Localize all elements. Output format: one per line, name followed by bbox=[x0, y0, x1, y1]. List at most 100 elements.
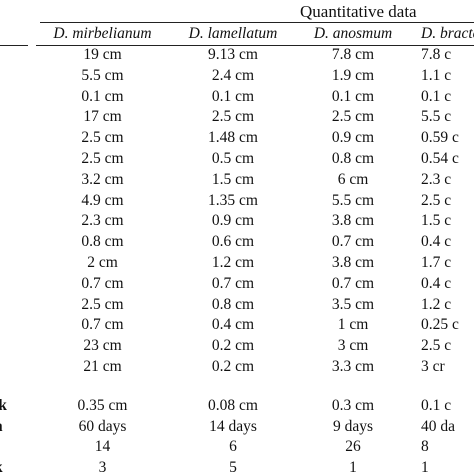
row-label bbox=[0, 191, 36, 212]
table-cell: 0.2 cm bbox=[211, 357, 255, 375]
row-label bbox=[0, 295, 36, 316]
table-row: k 3 5 1 1 bbox=[0, 458, 474, 474]
table-cell: 2.5 c bbox=[421, 337, 452, 355]
row-label bbox=[0, 437, 36, 458]
table-cell: 2.5 cm bbox=[211, 108, 255, 126]
table-cell: 0.7 cm bbox=[331, 233, 375, 251]
table-cell: 0.1 cm bbox=[211, 87, 255, 105]
column-header: D. bracte bbox=[421, 25, 474, 42]
table-cell: 0.4 cm bbox=[211, 316, 255, 334]
table-cell: 0.5 cm bbox=[211, 149, 255, 167]
table-cell: 0.25 c bbox=[421, 316, 459, 334]
table-cell: 1 bbox=[349, 459, 357, 474]
row-label-text: k bbox=[0, 459, 3, 474]
header-rule-top bbox=[40, 22, 474, 23]
table-cell: 0.35 cm bbox=[77, 396, 128, 414]
table-cell: 2.3 c bbox=[421, 170, 452, 188]
row-label-text: lk bbox=[0, 396, 7, 414]
row-label bbox=[0, 211, 36, 232]
table-cell: 4.9 cm bbox=[81, 191, 124, 209]
table-cell: 1 cm bbox=[337, 316, 369, 334]
row-label bbox=[0, 232, 36, 253]
column-header: D. anosmum bbox=[313, 25, 393, 42]
column-header: D. mirbelianum bbox=[53, 25, 152, 42]
table-cell: 23 cm bbox=[83, 337, 122, 355]
table-cell: 0.7 cm bbox=[211, 274, 255, 292]
table-row: 5.5 cm 2.4 cm 1.9 cm 1.1 c bbox=[0, 66, 474, 87]
table-cell: 2.5 cm bbox=[81, 295, 124, 313]
table-cell: 0.1 c bbox=[421, 87, 452, 105]
table-cell: 0.54 c bbox=[421, 149, 459, 167]
row-label bbox=[0, 87, 36, 108]
table-cell: 8 bbox=[421, 438, 429, 456]
table-row: 4.9 cm 1.35 cm 5.5 cm 2.5 c bbox=[0, 191, 474, 212]
table-cell: 0.8 cm bbox=[331, 149, 375, 167]
table-cell: 5.5 cm bbox=[81, 66, 124, 84]
table-cell: 7.8 cm bbox=[331, 46, 375, 63]
quantitative-table: D. mirbelianum D. lamellatum D. anosmum … bbox=[0, 23, 474, 474]
table-row: 2.3 cm 0.9 cm 3.8 cm 1.5 c bbox=[0, 211, 474, 232]
table-row: lk 0.35 cm 0.08 cm 0.3 cm 0.1 c bbox=[0, 396, 474, 417]
table-row: 23 cm 0.2 cm 3 cm 2.5 c bbox=[0, 336, 474, 357]
table-cell: 5.5 c bbox=[421, 108, 452, 126]
row-label: k bbox=[0, 458, 36, 474]
row-spacer bbox=[0, 378, 474, 396]
table-cell: 0.7 cm bbox=[81, 316, 124, 334]
table-cell: 2 cm bbox=[87, 253, 118, 271]
row-label: lk bbox=[0, 396, 36, 417]
table-cell: 60 days bbox=[78, 417, 127, 435]
table-cell: 2.5 cm bbox=[81, 149, 124, 167]
table-row: n 60 days 14 days 9 days 40 da bbox=[0, 417, 474, 438]
table-row: 17 cm 2.5 cm 2.5 cm 5.5 c bbox=[0, 107, 474, 128]
table-cell: 40 da bbox=[421, 417, 456, 435]
table-cell: 0.1 cm bbox=[331, 87, 375, 105]
row-label bbox=[0, 128, 36, 149]
spacer-cell bbox=[0, 378, 474, 396]
row-label: n bbox=[0, 417, 36, 438]
table-cell: 0.2 cm bbox=[211, 337, 255, 355]
table-cell: 1.2 cm bbox=[211, 253, 255, 271]
table-cell: 3.5 cm bbox=[331, 295, 375, 313]
table-cell: 1.5 cm bbox=[211, 170, 255, 188]
table-row: 3.2 cm 1.5 cm 6 cm 2.3 c bbox=[0, 170, 474, 191]
table-cell: 21 cm bbox=[83, 357, 122, 375]
table-row: 0.7 cm 0.7 cm 0.7 cm 0.4 c bbox=[0, 274, 474, 295]
table-cell: 2.5 cm bbox=[81, 129, 124, 147]
table-cell: 0.7 cm bbox=[331, 274, 375, 292]
table-cell: 6 cm bbox=[337, 170, 369, 188]
row-label bbox=[0, 107, 36, 128]
table-cell: 1.5 c bbox=[421, 212, 452, 230]
table-cell: 1.2 c bbox=[421, 295, 452, 313]
table-cell: 0.1 cm bbox=[81, 87, 124, 105]
table-cell: 2.5 cm bbox=[331, 108, 375, 126]
table-row: 0.8 cm 0.6 cm 0.7 cm 0.4 c bbox=[0, 232, 474, 253]
row-label-header bbox=[0, 23, 36, 45]
table-cell: 1.7 c bbox=[421, 253, 452, 271]
table-cell: 1.48 cm bbox=[208, 129, 258, 147]
table-cell: 0.8 cm bbox=[81, 233, 124, 251]
header-rule-stub bbox=[0, 45, 28, 46]
table-cell: 0.4 c bbox=[421, 274, 452, 292]
table-row: 2.5 cm 0.5 cm 0.8 cm 0.54 c bbox=[0, 149, 474, 170]
table-cell: 0.4 c bbox=[421, 233, 452, 251]
table-cell: 14 days bbox=[209, 417, 257, 435]
table-cell: 3 bbox=[98, 459, 107, 474]
table-row: 0.1 cm 0.1 cm 0.1 cm 0.1 c bbox=[0, 87, 474, 108]
table-cell: 2.5 c bbox=[421, 191, 452, 209]
table-cell: 0.3 cm bbox=[331, 396, 375, 414]
table-cell: 3.3 cm bbox=[331, 357, 375, 375]
row-label-text: n bbox=[0, 418, 3, 435]
table-cell: 3 cm bbox=[337, 337, 369, 355]
row-label bbox=[0, 336, 36, 357]
table-cell: 1.35 cm bbox=[208, 191, 258, 209]
row-label bbox=[0, 274, 36, 295]
table-cell: 0.8 cm bbox=[211, 295, 255, 313]
row-label bbox=[0, 253, 36, 274]
table-cell: 14 bbox=[94, 438, 111, 456]
table-cell: 5.5 cm bbox=[331, 191, 375, 209]
table-cell: 7.8 c bbox=[421, 46, 452, 63]
table-cell: 2.3 cm bbox=[81, 212, 124, 230]
row-label bbox=[0, 315, 36, 336]
table-cell: 0.9 cm bbox=[331, 129, 375, 147]
